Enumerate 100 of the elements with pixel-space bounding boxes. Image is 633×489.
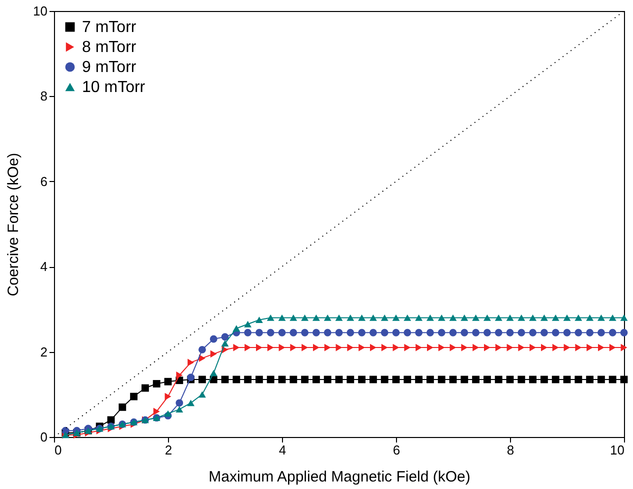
- point: [460, 314, 468, 321]
- point: [244, 344, 252, 352]
- point: [233, 344, 240, 352]
- x-tick-label: 2: [164, 442, 172, 458]
- point: [324, 344, 331, 352]
- point: [620, 314, 628, 321]
- y-tick-label: 2: [40, 344, 48, 360]
- point: [221, 333, 229, 341]
- point: [176, 399, 184, 407]
- point: [574, 314, 582, 321]
- point: [608, 328, 616, 336]
- y-tick-label: 0: [40, 430, 48, 444]
- point: [540, 344, 548, 352]
- point: [586, 328, 594, 336]
- point: [598, 344, 604, 352]
- point: [244, 328, 252, 336]
- point: [210, 370, 218, 376]
- point: [449, 328, 457, 336]
- point: [176, 406, 184, 413]
- point: [552, 314, 560, 321]
- legend-label: 8 mTorr: [82, 39, 137, 56]
- point: [358, 376, 366, 384]
- point: [369, 328, 377, 336]
- point: [404, 328, 412, 336]
- point: [472, 314, 480, 321]
- point: [472, 376, 480, 384]
- point: [380, 328, 388, 336]
- point: [369, 314, 377, 321]
- point: [438, 344, 445, 352]
- point: [404, 344, 411, 352]
- point: [586, 376, 594, 384]
- point: [130, 392, 138, 400]
- point: [290, 376, 298, 384]
- point: [324, 376, 332, 384]
- point: [552, 328, 560, 336]
- point: [335, 314, 343, 321]
- point: [586, 344, 594, 352]
- point: [494, 314, 502, 321]
- x-axis-title: Maximum Applied Magnetic Field (kOe): [208, 468, 470, 486]
- point: [336, 344, 342, 352]
- point: [256, 344, 262, 352]
- point: [164, 392, 172, 400]
- point: [620, 344, 628, 352]
- point: [483, 376, 491, 384]
- point: [346, 328, 354, 336]
- point: [460, 328, 468, 336]
- point: [518, 376, 526, 384]
- point: [198, 376, 206, 384]
- point: [540, 376, 548, 384]
- point: [312, 328, 320, 336]
- point: [426, 376, 434, 384]
- point: [552, 376, 560, 384]
- point: [472, 344, 480, 352]
- point: [118, 403, 126, 411]
- x-tick-label: 4: [278, 442, 286, 458]
- point: [381, 344, 388, 352]
- point: [392, 344, 400, 352]
- point: [574, 376, 582, 384]
- point: [347, 344, 354, 352]
- x-tick-label: 0: [54, 442, 62, 458]
- point: [392, 328, 400, 336]
- point: [278, 328, 286, 336]
- point: [438, 376, 446, 384]
- point: [494, 376, 502, 384]
- point: [575, 344, 582, 352]
- y-tick-label: 4: [40, 259, 48, 274]
- point: [426, 328, 434, 336]
- point: [188, 358, 194, 366]
- point: [404, 376, 412, 384]
- point: [529, 328, 537, 336]
- point: [255, 376, 263, 384]
- point: [494, 328, 502, 336]
- point: [484, 344, 490, 352]
- point: [266, 328, 274, 336]
- point: [483, 328, 491, 336]
- point: [597, 314, 605, 321]
- point: [312, 376, 320, 384]
- point: [506, 344, 514, 352]
- point: [255, 316, 263, 324]
- point: [346, 376, 354, 384]
- point: [552, 344, 559, 352]
- point: [540, 328, 548, 336]
- y-tick-label: 8: [40, 88, 48, 104]
- point: [312, 314, 320, 321]
- point: [472, 328, 480, 336]
- point: [335, 328, 343, 336]
- point: [198, 346, 206, 354]
- point: [608, 314, 616, 321]
- point: [597, 328, 605, 336]
- legend-label: 7 mTorr: [82, 19, 137, 36]
- point: [164, 378, 172, 386]
- point: [608, 376, 616, 384]
- point: [404, 314, 412, 321]
- point: [438, 328, 446, 336]
- point: [164, 410, 172, 417]
- point: [244, 320, 252, 328]
- point: [540, 314, 548, 321]
- point: [232, 325, 240, 332]
- point: [358, 314, 366, 321]
- x-tick-label: 8: [506, 442, 514, 458]
